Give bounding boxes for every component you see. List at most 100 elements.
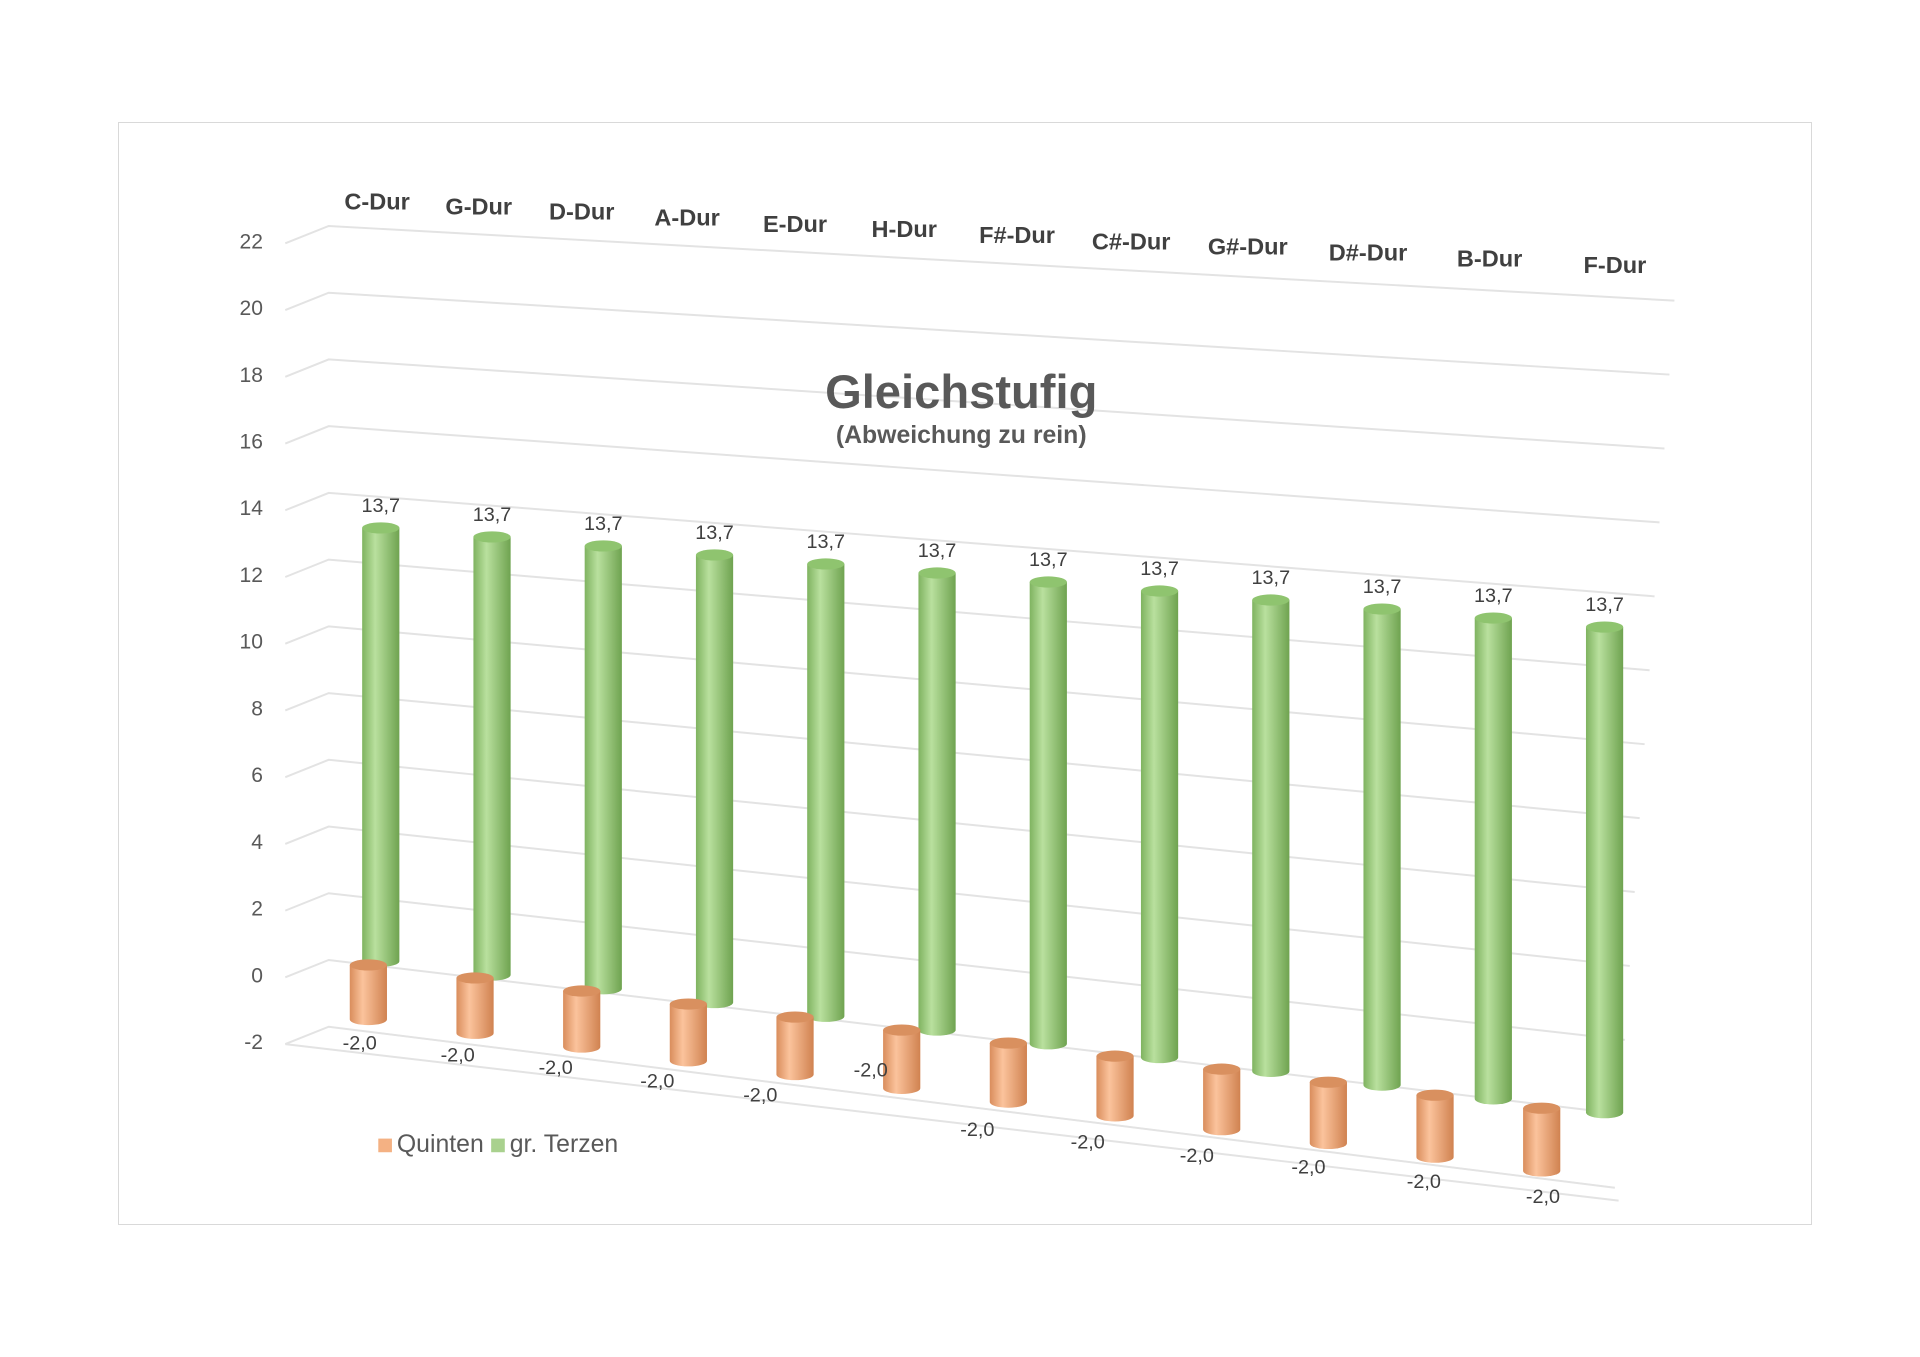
data-label-gr-terzen: 13,7 [1474,585,1513,607]
y-tick-label: 16 [239,430,262,453]
y-tick-label: 14 [239,497,263,520]
bar-quinten [1309,1076,1347,1150]
bar-gr-terzen-top [918,567,956,579]
bar-quinten-body [989,1043,1027,1108]
legend: Quinten gr. Terzen [378,1131,618,1158]
gridline [284,892,1625,1041]
bar-quinten [669,998,707,1067]
bar-gr-terzen [1363,603,1401,1091]
bar-quinten-top [1309,1076,1347,1088]
bar-gr-terzen [1474,612,1512,1105]
data-label-quinten: -2,0 [640,1071,674,1093]
data-label-quinten: -2,0 [539,1057,573,1079]
legend-swatch-quinten [378,1138,392,1153]
bar-quinten [1523,1102,1561,1177]
bar-quinten [883,1024,921,1094]
bar-gr-terzen-top [807,558,845,570]
data-label-gr-terzen: 13,7 [695,522,734,544]
data-label-quinten: -2,0 [1180,1145,1214,1167]
bar-gr-terzen [918,567,956,1036]
gridline [284,425,1660,524]
y-tick-label: 20 [239,297,262,320]
category-label: F-Dur [1583,252,1646,278]
bar-quinten-body [1523,1108,1561,1177]
bar-quinten [456,972,494,1039]
gridline [284,291,1670,376]
bar-gr-terzen [807,558,845,1022]
bar-gr-terzen-body [807,563,845,1022]
data-label-gr-terzen: 13,7 [1363,576,1402,598]
bar-quinten [776,1011,814,1081]
category-label: G-Dur [445,194,512,220]
bar-gr-terzen-body [1140,591,1179,1064]
data-label-quinten: -2,0 [441,1045,475,1067]
bar-gr-terzen-top [473,531,511,543]
gridline [284,958,1620,1115]
bar-gr-terzen [1140,585,1179,1064]
bar-gr-terzen-top [1363,603,1401,615]
bar-gr-terzen-body [918,572,956,1036]
bar-quinten-top [349,959,387,971]
bar-quinten-top [1416,1089,1454,1101]
bar-gr-terzen-top [362,522,400,534]
y-tick-label: 4 [251,831,263,854]
bar-gr-terzen [1029,576,1067,1050]
data-label-quinten: -2,0 [743,1084,777,1106]
legend-swatch-terzen [491,1138,505,1153]
data-label-quinten: -2,0 [343,1032,377,1054]
bar-gr-terzen-top [695,549,734,561]
y-tick-label: 22 [239,230,262,253]
y-tick-label: 12 [239,564,262,587]
y-tick-label: 0 [251,964,263,987]
bar-quinten-body [1309,1082,1347,1150]
bar-gr-terzen-body [584,545,622,995]
data-label-gr-terzen: 13,7 [361,495,400,517]
bar-quinten [1096,1050,1134,1122]
bar-quinten-body [456,977,494,1039]
bar-quinten [1416,1089,1454,1163]
bar-gr-terzen-top [584,540,622,552]
data-label-quinten: -2,0 [1291,1156,1325,1178]
bar-quinten-top [456,972,494,984]
bar-quinten-body [776,1017,814,1081]
bar-gr-terzen [695,549,734,1009]
bar-quinten-body [349,964,387,1026]
bar-gr-terzen-body [362,527,400,967]
floor-edge [285,1043,1619,1202]
bar-quinten [349,959,387,1026]
bar-gr-terzen-body [1029,581,1067,1050]
bar-quinten [1203,1063,1241,1136]
legend-label-quinten: Quinten [397,1131,484,1158]
bar-gr-terzen-top [1029,576,1067,588]
gridline [284,758,1635,894]
y-tick-label: 6 [251,764,263,787]
bar-quinten-body [1096,1056,1134,1122]
data-label-gr-terzen: 13,7 [1029,549,1068,571]
data-label-quinten: -2,0 [1526,1186,1560,1208]
y-tick-label: 8 [251,697,263,720]
bar-gr-terzen-top [1585,621,1624,633]
category-label: G#-Dur [1208,233,1288,259]
category-label: E-Dur [763,211,827,237]
category-label: D#-Dur [1329,239,1408,265]
y-tick-label: 18 [239,364,262,387]
category-label: D-Dur [549,199,614,225]
gridline [284,224,1675,302]
category-label: H-Dur [871,216,936,242]
bar-gr-terzen-top [1140,585,1179,597]
bar-gr-terzen [473,531,511,981]
data-label-quinten: -2,0 [1407,1171,1441,1193]
bar-gr-terzen-body [473,536,511,981]
bar-quinten [563,985,601,1053]
data-label-quinten: -2,0 [1071,1132,1105,1154]
bar-quinten-body [883,1030,921,1094]
bar-quinten-top [989,1037,1027,1049]
data-label-gr-terzen: 13,7 [1140,558,1179,580]
y-tick-label: -2 [244,1031,263,1054]
bar-quinten-top [883,1024,921,1036]
gridline [284,558,1650,672]
bar-gr-terzen-top [1252,594,1290,606]
category-label: B-Dur [1457,246,1522,272]
category-label: C-Dur [344,189,409,215]
